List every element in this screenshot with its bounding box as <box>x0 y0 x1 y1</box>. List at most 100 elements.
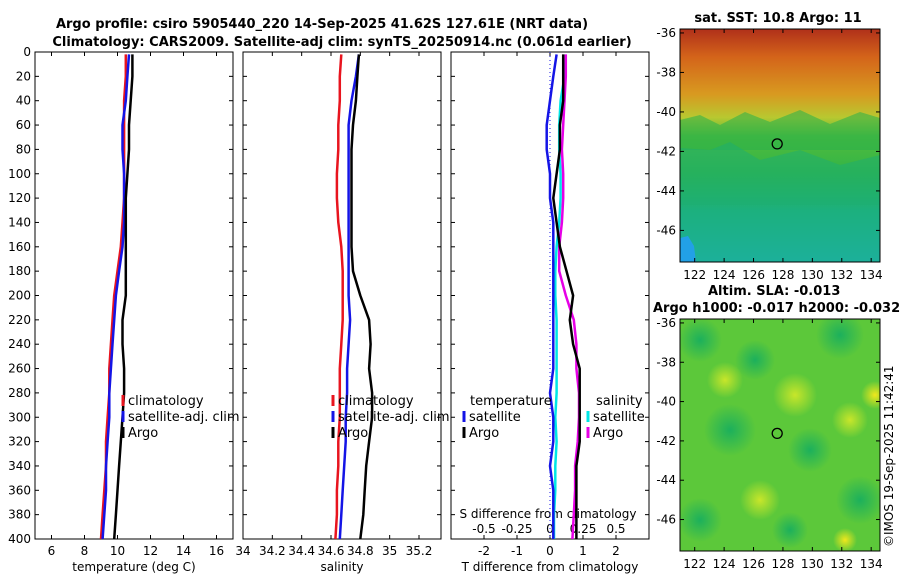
depth-tick-label: 200 <box>8 289 31 303</box>
map-lat-label: -36 <box>656 316 676 330</box>
map-lat-label: -40 <box>656 395 676 409</box>
sla-blob <box>832 402 868 438</box>
map-lat-label: -46 <box>656 513 676 527</box>
legend-label: satellite <box>593 410 645 425</box>
map-lon-label: 128 <box>771 557 794 571</box>
depth-tick-label: 380 <box>8 508 31 522</box>
x-tick-label: 1 <box>579 544 587 558</box>
depth-tick-label: 60 <box>16 118 31 132</box>
x-tick-label: 14 <box>176 544 191 558</box>
x-tick-label: 34 <box>235 544 250 558</box>
x-tick-label: 35.2 <box>406 544 433 558</box>
salinity-line-satellite-adj-clim <box>338 54 361 540</box>
depth-tick-label: 20 <box>16 69 31 83</box>
map-lat-label: -40 <box>656 105 676 119</box>
temperature-axes-frame <box>34 51 234 540</box>
s-diff-tick-label: -0.25 <box>501 522 532 536</box>
map-lon-label: 128 <box>771 268 794 282</box>
map-lat-label: -38 <box>656 65 676 79</box>
sla-argo-height-title: Argo h1000: -0.017 h2000: -0.032 <box>653 301 900 316</box>
sla-blob <box>707 362 743 398</box>
sst-map-front <box>680 110 880 150</box>
sla-blob <box>680 319 722 362</box>
sla-blob <box>816 319 864 359</box>
x-tick-label: 12 <box>143 544 158 558</box>
credit-timestamp: ©IMOS 19-Sep-2025 11:42:41 <box>882 365 896 547</box>
map-lat-label: -44 <box>656 473 676 487</box>
map-lon-label: 126 <box>742 268 765 282</box>
depth-tick-label: 160 <box>8 240 31 254</box>
depth-tick-label: 140 <box>8 215 31 229</box>
x-tick-label: 34.8 <box>347 544 374 558</box>
x-tick-label: 0 <box>546 544 554 558</box>
sst-map-cool-band <box>680 142 880 205</box>
legend-label: satellite-adj. clim <box>338 410 450 425</box>
map-lon-label: 132 <box>830 268 853 282</box>
map-lat-label: -44 <box>656 184 676 198</box>
sla-map: 122 124 126 128 130 132 134 -36 -38 -40 -42 -44 -46 <box>656 316 883 571</box>
x-tick-label: -2 <box>478 544 490 558</box>
depth-tick-label: 240 <box>8 337 31 351</box>
x-tick-label: 10 <box>110 544 125 558</box>
sla-blob <box>680 498 722 542</box>
sla-map-frame <box>679 318 881 552</box>
depth-tick-label: 320 <box>8 435 31 449</box>
map-lon-label: 134 <box>860 268 883 282</box>
depth-tick-label: 260 <box>8 362 31 376</box>
sla-blob <box>833 528 857 551</box>
s-diff-tick-label: 0.5 <box>606 522 625 536</box>
difference-line-t-argo <box>552 54 581 539</box>
temperature-xlabel: temperature (deg C) <box>72 560 195 574</box>
x-tick-label: 2 <box>612 544 620 558</box>
map-lon-label: 122 <box>683 557 706 571</box>
depth-tick-label: 400 <box>8 532 31 546</box>
sla-blob <box>735 340 775 380</box>
sla-map-title: Altim. SLA: -0.013 <box>708 284 840 299</box>
salinity-line-climatology <box>334 54 344 540</box>
x-tick-label: 34.6 <box>318 544 345 558</box>
legend-label: Argo <box>469 426 499 441</box>
depth-tick-label: 300 <box>8 410 31 424</box>
legend-salinity-title: salinity <box>596 394 643 409</box>
sst-argo-marker <box>771 138 783 150</box>
x-tick-label: 34.4 <box>288 544 315 558</box>
x-tick-label: 6 <box>48 544 56 558</box>
map-lat-label: -42 <box>656 144 676 158</box>
sla-blob <box>740 480 780 520</box>
depth-tick-label: 180 <box>8 264 31 278</box>
legend-label: satellite <box>469 410 521 425</box>
s-diff-tick-label: -0.5 <box>472 522 495 536</box>
sla-blob <box>861 381 880 409</box>
sst-map: 122 124 126 128 130 132 134 -36 -38 -40 -42 -44 -46 <box>656 26 882 282</box>
legend-label: Argo <box>593 426 623 441</box>
depth-tick-label: 360 <box>8 483 31 497</box>
legend-label: satellite-adj. clim <box>128 410 240 425</box>
map-lon-label: 134 <box>860 557 883 571</box>
s-diff-xlabel: S difference from climatology <box>460 507 637 521</box>
sst-map-title: sat. SST: 10.8 Argo: 11 <box>694 11 861 26</box>
sst-map-cold-patch <box>680 236 696 262</box>
legend-label: Argo <box>338 426 368 441</box>
temperature-line-satellite-adj-clim <box>101 54 131 540</box>
depth-tick-label: 280 <box>8 386 31 400</box>
legend-label: climatology <box>338 394 414 409</box>
x-tick-label: 16 <box>209 544 224 558</box>
sla-blob <box>772 512 808 548</box>
x-tick-label: -1 <box>511 544 523 558</box>
map-lon-label: 130 <box>801 268 824 282</box>
depth-tick-label: 0 <box>23 45 31 59</box>
map-lat-label: -38 <box>656 355 676 369</box>
x-tick-label: 34.2 <box>259 544 286 558</box>
map-lon-label: 126 <box>742 557 765 571</box>
legend-label: climatology <box>128 394 204 409</box>
depth-tick-label: 120 <box>8 191 31 205</box>
map-lon-label: 124 <box>713 557 736 571</box>
salinity-panel: 34 34.2 34.4 34.6 34.8 35 35.2 salinity climatol… <box>235 51 450 574</box>
sla-argo-marker <box>771 427 783 440</box>
map-lon-label: 124 <box>713 268 736 282</box>
map-lon-label: 122 <box>683 268 706 282</box>
sst-map-frame <box>679 28 881 263</box>
sla-blob <box>704 404 756 456</box>
